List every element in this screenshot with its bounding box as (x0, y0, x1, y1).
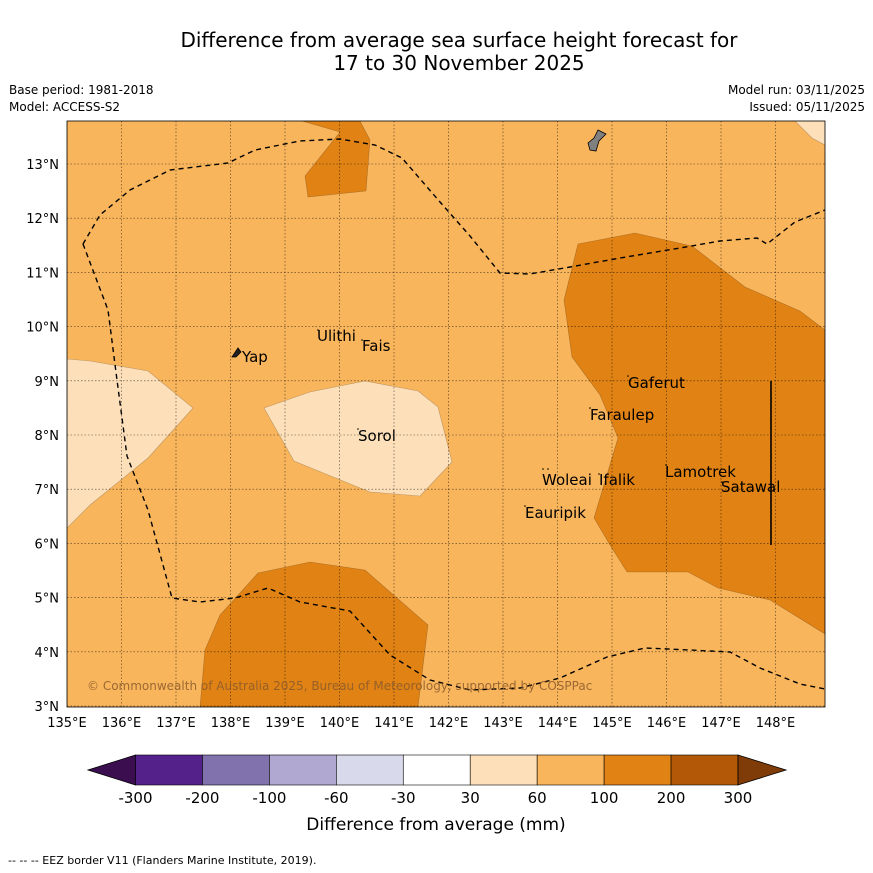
lat-tick-label: 12°N (26, 212, 59, 227)
colorbar-segment (269, 754, 337, 786)
place-label-woleai: Woleai (542, 471, 592, 489)
colorbar-tick-label: -60 (324, 789, 349, 807)
lon-tick-label: 142°E (429, 716, 469, 731)
issued-date: Issued: 05/11/2025 (749, 100, 865, 114)
place-label-faraulep: Faraulep (590, 406, 654, 424)
yap-island (231, 347, 242, 358)
lon-tick-label: 147°E (701, 716, 741, 731)
title-line-1: Difference from average sea surface heig… (180, 28, 738, 52)
lat-tick-label: 3°N (35, 700, 60, 715)
colorbar-tick-label: 60 (528, 789, 547, 807)
map-area: Yap Ulithi Fais Sorol Gaferut Faraulep W… (67, 121, 825, 707)
colorbar-tick-label: -30 (391, 789, 416, 807)
lat-tick-label: 13°N (26, 158, 59, 173)
model-run: Model run: 03/11/2025 (727, 83, 865, 97)
colorbar-tick-label: -300 (118, 789, 152, 807)
lon-tick-label: 138°E (211, 716, 251, 731)
lon-tick-label: 145°E (592, 716, 632, 731)
lon-tick-label: 137°E (156, 716, 196, 731)
place-label-ifalik: Ifalik (599, 471, 635, 489)
lat-tick-label: 4°N (35, 646, 60, 661)
lat-tick-label: 9°N (35, 375, 60, 390)
anomaly-100-200-south-region (199, 561, 429, 707)
place-label-yap: Yap (241, 348, 268, 366)
guam-island (587, 129, 607, 152)
colorbar-tick-label: -200 (185, 789, 219, 807)
lat-tick-label: 8°N (35, 429, 60, 444)
anomaly-30-60-sorol-region (263, 380, 453, 497)
lon-tick-label: 146°E (647, 716, 687, 731)
map-frame (66, 120, 826, 708)
legend-title: Difference from average (mm) (306, 815, 565, 835)
colorbar-segment (202, 754, 270, 786)
colorbar-segment (336, 754, 404, 786)
base-period: Base period: 1981-2018 (9, 83, 154, 97)
place-label-ulithi: Ulithi (317, 327, 356, 345)
model-name: Model: ACCESS-S2 (9, 100, 121, 114)
lat-tick-label: 6°N (35, 537, 60, 552)
colorbar-tick-label: -100 (252, 789, 286, 807)
colorbar-tick-label: 100 (590, 789, 619, 807)
title-line-2: 17 to 30 November 2025 (333, 51, 585, 75)
place-label-satawal: Satawal (721, 478, 780, 496)
colorbar-extend-high (737, 754, 788, 786)
place-label-gaferut: Gaferut (628, 374, 685, 392)
colorbar-tick-label: 200 (657, 789, 686, 807)
colorbar-tick-label: 30 (461, 789, 480, 807)
anomaly-100-200-north-region (301, 121, 371, 198)
eez-border (82, 138, 825, 275)
anomaly-100-200-east-region (563, 232, 825, 635)
atoll-marks (317, 329, 723, 507)
colorbar-segment (469, 754, 538, 786)
colorbar-segment (402, 754, 471, 786)
lon-tick-label: 135°E (47, 716, 87, 731)
colorbar-segment (135, 754, 203, 786)
lon-tick-label: 144°E (538, 716, 578, 731)
lon-tick-label: 141°E (374, 716, 414, 731)
place-label-lamotrek: Lamotrek (665, 463, 736, 481)
axis-labels: 135°E 136°E 137°E 138°E 139°E 140°E 141°E 142°E… (26, 158, 795, 731)
lat-tick-label: 11°N (26, 266, 59, 281)
lon-tick-label: 143°E (483, 716, 523, 731)
eez-border-west (82, 243, 825, 691)
place-label-fais: Fais (362, 337, 391, 355)
colorbar: -300 -200 -100 -60 -30 30 60 100 200 300 (86, 754, 788, 807)
lon-tick-label: 148°E (756, 716, 796, 731)
anomaly-30-60-west-region (67, 358, 194, 529)
colorbar-segment (603, 754, 672, 786)
colorbar-segment (536, 754, 605, 786)
colorbar-extend-low (86, 754, 136, 786)
gridlines (67, 121, 825, 707)
place-label-sorol: Sorol (358, 427, 396, 445)
eez-footnote: -- -- -- EEZ border V11 (Flanders Marine… (8, 854, 317, 867)
lon-tick-label: 136°E (102, 716, 142, 731)
lat-tick-label: 5°N (35, 592, 60, 607)
lon-tick-label: 140°E (320, 716, 360, 731)
lat-tick-label: 10°N (26, 321, 59, 336)
colorbar-segment (670, 754, 739, 786)
lat-tick-label: 7°N (35, 483, 60, 498)
copyright-notice: © Commonwealth of Australia 2025, Bureau… (87, 679, 592, 693)
place-label-eauripik: Eauripik (525, 504, 586, 522)
colorbar-tick-label: 300 (724, 789, 753, 807)
anomaly-30-60-northeast-corner (794, 121, 825, 146)
lon-tick-label: 139°E (265, 716, 305, 731)
